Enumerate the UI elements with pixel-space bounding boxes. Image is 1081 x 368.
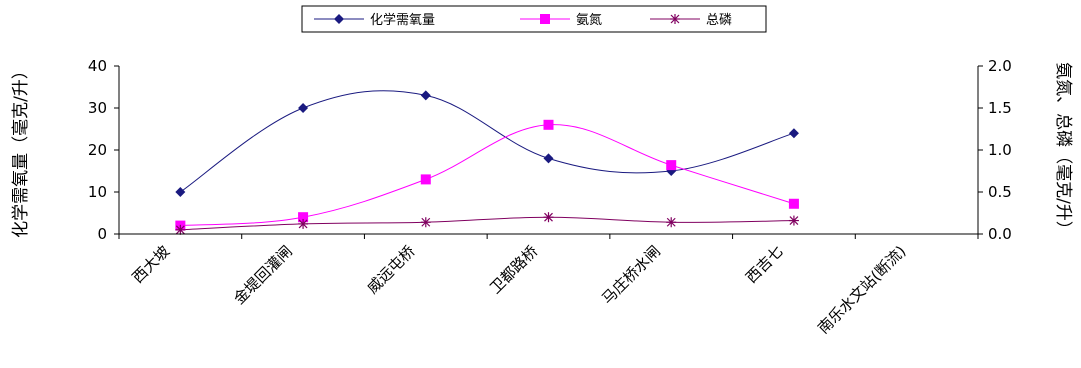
data-point-2	[420, 217, 431, 228]
left-tick-label: 30	[88, 99, 107, 117]
x-category-label: 金堤回灌闸	[230, 242, 296, 308]
left-tick-label: 0	[97, 225, 107, 243]
legend-label: 氨氮	[576, 13, 602, 28]
right-tick-label: 0.5	[988, 183, 1012, 201]
data-point-0	[175, 187, 186, 197]
data-point-2	[666, 217, 677, 228]
right-tick-label: 0.0	[988, 225, 1012, 243]
data-point-2	[175, 224, 186, 235]
data-point-1	[298, 212, 309, 223]
data-point-2	[788, 215, 799, 226]
series-markers	[175, 90, 799, 235]
left-y-axis: 0 10 20 30 40	[88, 57, 120, 243]
legend-marker	[670, 14, 680, 24]
x-category-label: 马庄桥水闸	[598, 242, 664, 308]
legend-label: 化学需氧量	[370, 12, 435, 28]
right-tick-label: 1.0	[988, 141, 1012, 159]
x-category-label: 卫都路桥	[486, 242, 541, 297]
data-point-0	[420, 90, 431, 101]
x-category-label: 南乐水文站(断流)	[814, 242, 909, 337]
legend: 化学需氧量 氨氮 总磷	[301, 5, 767, 33]
data-point-0	[543, 153, 554, 164]
left-tick-label: 40	[88, 57, 107, 75]
x-category-label: 威远屯桥	[363, 242, 418, 297]
left-axis-title: 化学需氧量（毫克/升）	[11, 62, 31, 238]
data-point-2	[298, 218, 309, 229]
data-point-0	[788, 128, 799, 139]
right-y-axis: 0.0 0.5 1.0 1.5 2.0	[977, 57, 1012, 243]
right-axis-title: 氨氮、总磷（毫克/升）	[1053, 62, 1073, 238]
x-category-label: 西吉七	[742, 242, 787, 287]
data-point-1	[666, 160, 677, 171]
data-point-2	[543, 212, 554, 223]
series-line-1	[180, 124, 795, 227]
legend-label: 总磷	[706, 13, 732, 28]
x-axis: 西大坡 金堤回灌闸 威远屯桥 卫都路桥 马庄桥水闸 西吉七 南乐水文站(断流)	[118, 233, 979, 337]
data-point-1	[788, 198, 799, 209]
data-point-1	[543, 119, 554, 130]
left-tick-label: 20	[88, 141, 107, 159]
series-line-2	[180, 216, 794, 231]
right-tick-label: 1.5	[988, 99, 1012, 117]
x-category-label: 西大坡	[129, 242, 174, 287]
data-point-0	[298, 103, 309, 113]
left-tick-label: 10	[88, 183, 107, 201]
data-point-1	[420, 174, 431, 185]
right-tick-label: 2.0	[988, 57, 1012, 75]
series-lines	[180, 90, 795, 231]
legend-marker	[334, 14, 344, 24]
legend-marker	[540, 14, 550, 24]
series-line-0	[180, 90, 795, 193]
